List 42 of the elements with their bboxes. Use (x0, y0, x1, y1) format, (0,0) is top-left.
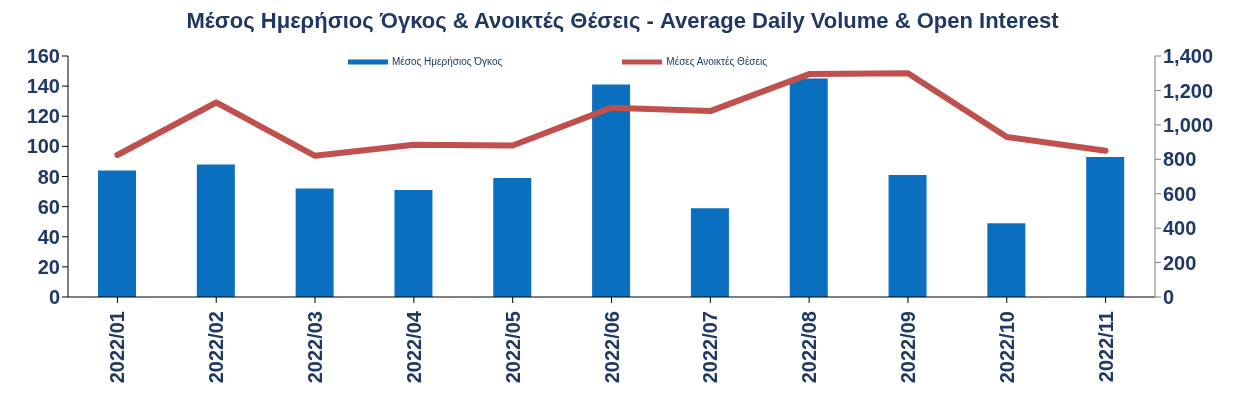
x-tick-label: 2022/07 (699, 311, 722, 384)
y-tick-label: 100 (26, 135, 60, 158)
x-tick-label: 2022/04 (402, 310, 425, 384)
y2-tick-label: 600 (1163, 182, 1197, 205)
y-tick-label: 0 (48, 286, 60, 309)
bar (98, 170, 136, 297)
legend-label: Μέσες Ανοικτές Θέσεις (666, 55, 768, 67)
bar (987, 223, 1026, 297)
bar (1086, 156, 1125, 297)
y2-tick-label: 800 (1163, 148, 1197, 171)
chart-title: Μέσος Ημερήσιος Όγκος & Ανοικτές Θέσεις - Average Daily Volume & Open Interest (185, 8, 1060, 35)
y2-tick-label: 400 (1163, 217, 1197, 240)
x-tick-label: 2022/05 (501, 311, 524, 384)
x-tick-label: 2022/02 (205, 311, 228, 384)
bar (592, 84, 631, 297)
legend-label: Μέσος Ημερήσιος Όγκος (391, 55, 503, 67)
bar (789, 78, 828, 297)
bar (690, 208, 729, 297)
x-tick-label: 2022/08 (798, 311, 821, 384)
y-tick-label: 60 (37, 195, 60, 218)
y2-tick-label: 1,400 (1163, 45, 1214, 68)
y-tick-label: 140 (26, 75, 60, 98)
y-tick-label: 80 (37, 165, 60, 188)
bar (888, 174, 927, 297)
bar (493, 178, 532, 297)
y-tick-label: 20 (37, 255, 60, 278)
y2-tick-label: 0 (1163, 286, 1175, 309)
x-tick-label: 2022/10 (995, 311, 1018, 384)
bar (295, 188, 334, 297)
x-tick-label: 2022/01 (106, 311, 129, 384)
x-tick-label: 2022/09 (896, 311, 919, 384)
x-tick-label: 2022/03 (304, 311, 327, 384)
bar (394, 190, 433, 297)
y2-tick-label: 1,000 (1163, 113, 1214, 136)
y-tick-label: 120 (26, 105, 60, 128)
x-tick-label: 2022/06 (600, 311, 623, 384)
bar (196, 164, 235, 297)
x-tick-label: 2022/11 (1094, 311, 1117, 383)
y2-tick-label: 200 (1163, 251, 1197, 274)
y2-tick-label: 1,200 (1163, 79, 1214, 102)
y-tick-label: 40 (37, 225, 60, 248)
y-tick-label: 160 (26, 45, 60, 68)
